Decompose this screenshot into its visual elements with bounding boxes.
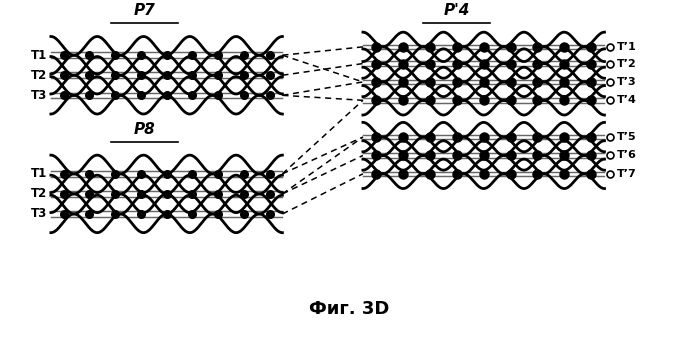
Text: T’4: T’4 — [617, 95, 637, 105]
Text: T1: T1 — [31, 49, 48, 62]
Text: T’7: T’7 — [617, 169, 636, 179]
Text: Фиг. 3D: Фиг. 3D — [310, 299, 389, 317]
Text: T’2: T’2 — [617, 59, 636, 69]
Text: T’6: T’6 — [617, 150, 637, 161]
Text: T1: T1 — [31, 167, 48, 180]
Text: P8: P8 — [134, 122, 156, 137]
Text: T2: T2 — [31, 69, 48, 82]
Text: T3: T3 — [31, 207, 48, 220]
Text: T3: T3 — [31, 89, 48, 102]
Text: T’1: T’1 — [617, 42, 636, 52]
Text: P'4: P'4 — [444, 3, 470, 18]
Text: T2: T2 — [31, 188, 48, 201]
Text: T’3: T’3 — [617, 77, 636, 87]
Text: T’5: T’5 — [617, 132, 636, 142]
Text: P7: P7 — [134, 3, 156, 18]
